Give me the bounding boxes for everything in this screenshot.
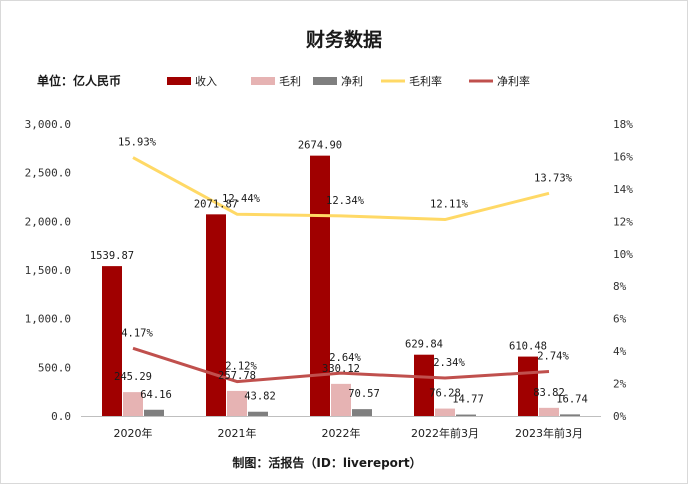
y-left-tick-label: 2,500.0 <box>25 167 71 180</box>
legend-swatch-收入 <box>167 77 191 85</box>
data-label-净利: 16.74 <box>556 393 588 405</box>
bar-毛利 <box>227 390 247 416</box>
legend-label-净利: 净利 <box>341 74 363 88</box>
data-label-净利率: 2.64% <box>329 352 361 364</box>
bar-净利 <box>560 414 580 416</box>
y-right-tick-label: 0% <box>613 410 627 423</box>
bar-收入 <box>102 266 122 416</box>
x-category-label: 2022年前3月 <box>411 426 479 440</box>
y-right-tick-label: 14% <box>613 183 633 196</box>
data-label-净利率: 2.34% <box>433 357 465 369</box>
y-left-tick-label: 1,500.0 <box>25 264 71 277</box>
y-right-tick-label: 16% <box>613 150 633 163</box>
bar-收入 <box>414 354 434 416</box>
y-left-tick-label: 3,000.0 <box>25 118 71 131</box>
footer-credit: 制图：活报告（ID：livereport） <box>232 455 421 470</box>
y-right-tick-label: 8% <box>613 280 627 293</box>
bar-毛利 <box>331 383 351 416</box>
legend-label-净利率: 净利率 <box>497 74 530 88</box>
data-label-净利: 14.77 <box>452 394 484 406</box>
data-label-净利: 70.57 <box>348 388 380 400</box>
y-left-tick-label: 1,000.0 <box>25 313 71 326</box>
line-净利率 <box>132 346 550 384</box>
y-left-tick-label: 0.0 <box>51 410 71 423</box>
y-left-tick-label: 2,000.0 <box>25 215 71 228</box>
data-label-净利率: 2.74% <box>537 351 569 363</box>
data-label-收入: 1539.87 <box>90 250 134 262</box>
bar-净利 <box>144 409 164 416</box>
data-label-毛利率: 12.11% <box>430 199 469 211</box>
y-right-tick-label: 18% <box>613 118 633 131</box>
bar-收入 <box>206 214 226 416</box>
data-label-毛利: 330.12 <box>322 363 360 375</box>
chart-title: 财务数据 <box>306 28 382 51</box>
data-label-毛利率: 15.93% <box>118 137 157 149</box>
data-label-净利率: 4.17% <box>121 327 153 339</box>
data-label-毛利率: 13.73% <box>534 172 573 184</box>
data-label-毛利: 245.29 <box>114 371 152 383</box>
bar-净利 <box>352 409 372 416</box>
x-category-label: 2021年 <box>218 426 257 440</box>
axes: 0.0 500.0 1,000.0 1,500.0 2,000.0 2,500.0 3,00… <box>25 118 634 440</box>
data-label-净利率: 2.12% <box>225 361 257 373</box>
legend-swatch-净利 <box>313 77 337 85</box>
data-label-毛利率: 12.34% <box>326 195 365 207</box>
y-left-tick-label: 500.0 <box>38 361 71 374</box>
data-label-毛利率: 12.44% <box>222 193 261 205</box>
data-label-收入: 629.84 <box>405 339 443 351</box>
unit-label: 单位：亿人民币 <box>37 73 121 88</box>
data-label-毛利: 76.28 <box>429 388 461 400</box>
x-category-label: 2022年 <box>322 426 361 440</box>
y-right-tick-label: 12% <box>613 215 633 228</box>
bar-净利 <box>248 411 268 416</box>
data-label-收入: 610.48 <box>509 341 547 353</box>
y-right-tick-label: 4% <box>613 345 627 358</box>
line-毛利率 <box>132 156 550 222</box>
bar-毛利 <box>539 407 559 416</box>
data-labels: 1539.87 2071.87 2674.90 629.84 610.48 245.29 2… <box>90 137 588 406</box>
data-label-净利: 43.82 <box>244 391 276 403</box>
y-right-tick-label: 6% <box>613 313 627 326</box>
bars <box>102 155 580 416</box>
x-category-label: 2023年前3月 <box>515 426 583 440</box>
legend-label-毛利: 毛利 <box>279 75 301 88</box>
bar-毛利 <box>123 392 143 416</box>
y-right-tick-label: 10% <box>613 248 633 261</box>
data-label-毛利: 83.82 <box>533 387 565 399</box>
legend: 收入 毛利 净利 毛利率 净利率 <box>167 74 530 88</box>
data-label-净利: 64.16 <box>140 389 172 401</box>
bar-净利 <box>456 414 476 416</box>
data-label-收入: 2071.87 <box>194 198 238 210</box>
legend-label-收入: 收入 <box>195 74 217 88</box>
data-label-收入: 2674.90 <box>298 140 342 152</box>
legend-label-毛利率: 毛利率 <box>409 74 442 88</box>
bar-毛利 <box>435 408 455 416</box>
data-label-毛利: 257.78 <box>218 370 256 382</box>
legend-swatch-毛利 <box>251 77 275 85</box>
bar-收入 <box>310 155 330 416</box>
lines <box>132 156 550 384</box>
y-right-tick-label: 2% <box>613 378 627 391</box>
x-category-label: 2020年 <box>114 426 153 440</box>
